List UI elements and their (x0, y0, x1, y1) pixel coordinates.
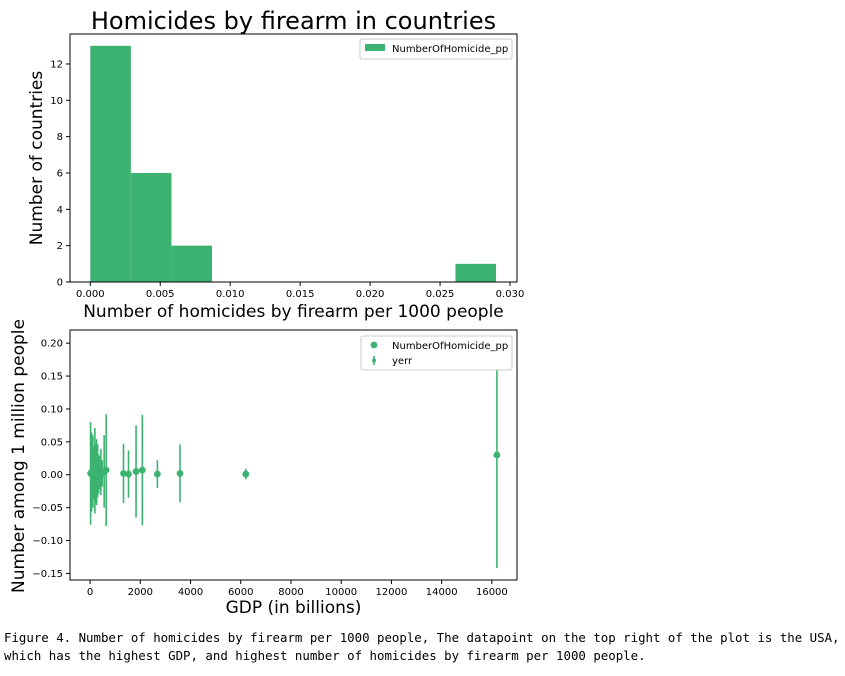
x-tick-label: 6000 (228, 587, 253, 598)
x-tick-label: 0.000 (76, 289, 105, 300)
legend-box (360, 335, 513, 371)
x-tick-label: 14000 (426, 587, 458, 598)
figure-canvas: 0.000 0.005 0.010 0.015 0.020 0.025 0.03002468… (9, 7, 524, 618)
y-tick-label: 12 (50, 59, 63, 70)
y-tick-label: 4 (57, 205, 63, 216)
y-tick-label: 8 (57, 132, 63, 143)
y-tick-label: −0.15 (32, 569, 63, 580)
x-tick-label: 2000 (128, 587, 153, 598)
x-axis-label: Number of homicides by firearm per 1000 … (83, 302, 504, 322)
data-point (132, 468, 140, 475)
x-tick-label: 4000 (178, 587, 203, 598)
data-point (153, 470, 161, 478)
y-axis-label: Number among 1 million people (9, 319, 29, 593)
y-tick-label: 0.05 (41, 437, 63, 448)
y-tick-label: 0.10 (41, 404, 63, 415)
x-tick-label: 0.020 (356, 289, 385, 300)
x-tick-label: 0.025 (426, 289, 455, 300)
histogram-bar (90, 45, 131, 282)
y-tick-label: 2 (57, 241, 63, 252)
histogram-bar (455, 263, 497, 282)
legend-label: yerr (392, 356, 413, 367)
x-tick-label: 0.005 (146, 289, 175, 300)
legend-marker-point (370, 341, 378, 349)
legend-swatch (365, 44, 385, 51)
legend-label: NumberOfHomicide_pp (392, 341, 508, 352)
y-tick-label: 0 (57, 278, 63, 289)
x-tick-label: 0 (87, 587, 93, 598)
y-tick-label: 0.15 (41, 372, 63, 383)
histogram-bar (130, 172, 172, 282)
y-tick-label: 6 (57, 168, 63, 179)
chart-title: Homicides by firearm in countries (91, 7, 496, 35)
x-tick-label: 10000 (325, 587, 357, 598)
x-tick-label: 0.010 (216, 289, 245, 300)
data-point (242, 470, 250, 478)
y-tick-label: 10 (50, 96, 63, 107)
errorbar-scatter-chart: 0 2000 4000 6000 8000 10000 12000 14000 16000 0.2… (9, 319, 518, 618)
legend-box (359, 38, 513, 60)
data-point (125, 470, 132, 478)
x-axis-label: GDP (in billions) (226, 598, 362, 618)
x-tick-label: 16000 (476, 587, 508, 598)
plot-frame (69, 329, 518, 581)
y-axis-label: Number of countries (27, 71, 47, 246)
legend-marker-errorpoint (372, 358, 376, 363)
data-point (176, 470, 184, 477)
y-tick-label: −0.10 (32, 536, 63, 547)
legend-label: NumberOfHomicide_pp (392, 44, 508, 55)
data-point (493, 451, 501, 459)
data-point (102, 466, 110, 474)
figure-caption: Figure 4. Number of homicides by firearm… (4, 630, 840, 663)
plot-frame (69, 33, 518, 283)
data-point (120, 470, 127, 477)
x-tick-label: 8000 (278, 587, 303, 598)
y-tick-label: −0.05 (32, 503, 63, 514)
y-tick-label: 0.00 (41, 470, 63, 481)
data-point (138, 466, 146, 474)
x-tick-label: 0.030 (496, 289, 525, 300)
x-tick-label: 0.015 (286, 289, 315, 300)
histogram-chart: 0.000 0.005 0.010 0.015 0.020 0.025 0.030 0 2 4 6 8… (27, 7, 524, 322)
x-tick-label: 12000 (376, 587, 408, 598)
y-tick-label: 0.20 (41, 339, 63, 350)
histogram-bar (171, 245, 213, 282)
